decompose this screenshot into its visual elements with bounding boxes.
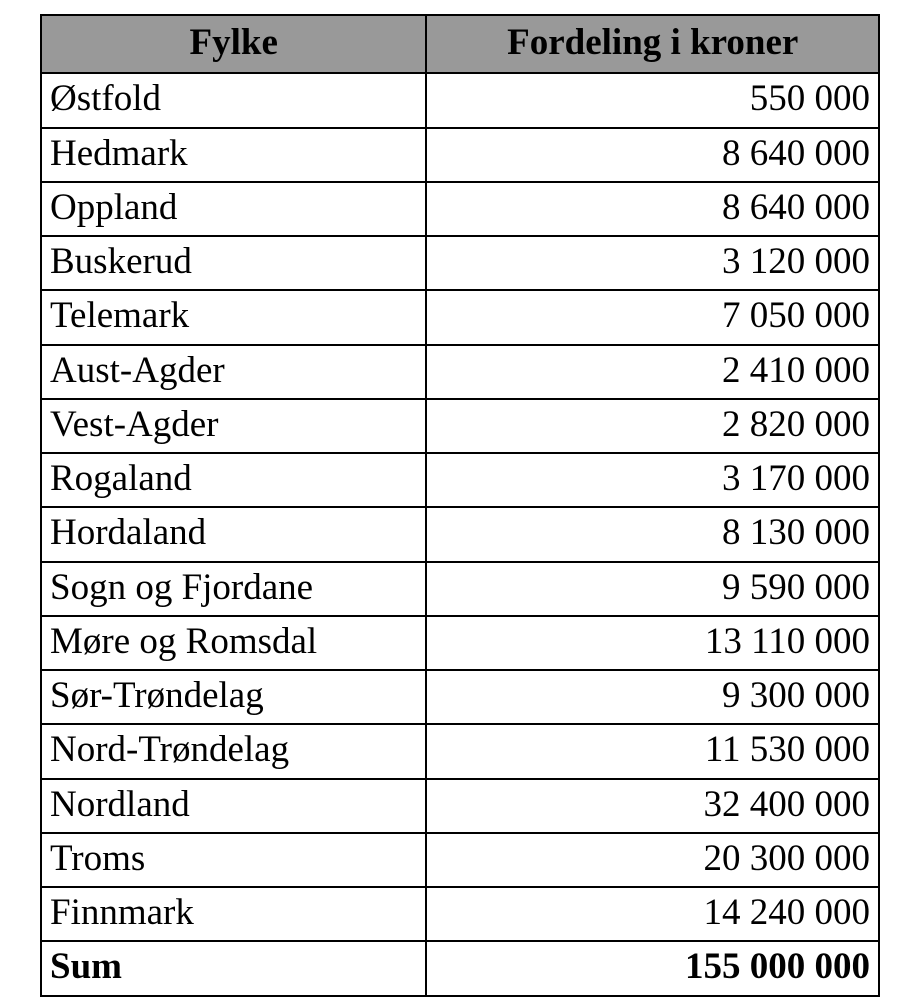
cell-value: 2 820 000 <box>426 399 879 453</box>
cell-name: Møre og Romsdal <box>41 616 426 670</box>
table-header-row: Fylke Fordeling i kroner <box>41 15 879 73</box>
cell-value: 13 110 000 <box>426 616 879 670</box>
table-row: Hordaland 8 130 000 <box>41 507 879 561</box>
cell-value: 8 130 000 <box>426 507 879 561</box>
cell-name: Rogaland <box>41 453 426 507</box>
cell-value: 550 000 <box>426 73 879 127</box>
cell-name: Oppland <box>41 182 426 236</box>
table-row: Troms 20 300 000 <box>41 833 879 887</box>
cell-name: Østfold <box>41 73 426 127</box>
cell-name: Vest-Agder <box>41 399 426 453</box>
cell-value: 3 170 000 <box>426 453 879 507</box>
table-row-sum: Sum 155 000 000 <box>41 941 879 995</box>
col-header-fylke: Fylke <box>41 15 426 73</box>
cell-name: Hedmark <box>41 128 426 182</box>
table-row: Sør-Trøndelag 9 300 000 <box>41 670 879 724</box>
cell-name: Telemark <box>41 290 426 344</box>
cell-name: Aust-Agder <box>41 345 426 399</box>
cell-value: 20 300 000 <box>426 833 879 887</box>
cell-value: 3 120 000 <box>426 236 879 290</box>
cell-name: Sør-Trøndelag <box>41 670 426 724</box>
cell-value: 2 410 000 <box>426 345 879 399</box>
table-row: Østfold 550 000 <box>41 73 879 127</box>
cell-value: 32 400 000 <box>426 779 879 833</box>
sum-label: Sum <box>41 941 426 995</box>
table-row: Rogaland 3 170 000 <box>41 453 879 507</box>
cell-value: 8 640 000 <box>426 128 879 182</box>
table-row: Nord-Trøndelag 11 530 000 <box>41 724 879 778</box>
table-row: Finnmark 14 240 000 <box>41 887 879 941</box>
table-row: Buskerud 3 120 000 <box>41 236 879 290</box>
cell-value: 14 240 000 <box>426 887 879 941</box>
table-row: Telemark 7 050 000 <box>41 290 879 344</box>
cell-name: Hordaland <box>41 507 426 561</box>
table-row: Oppland 8 640 000 <box>41 182 879 236</box>
cell-name: Buskerud <box>41 236 426 290</box>
cell-value: 9 590 000 <box>426 562 879 616</box>
table-row: Vest-Agder 2 820 000 <box>41 399 879 453</box>
allocation-table: Fylke Fordeling i kroner Østfold 550 000… <box>40 14 880 997</box>
cell-name: Sogn og Fjordane <box>41 562 426 616</box>
cell-value: 11 530 000 <box>426 724 879 778</box>
cell-value: 8 640 000 <box>426 182 879 236</box>
table-row: Nordland 32 400 000 <box>41 779 879 833</box>
cell-name: Finnmark <box>41 887 426 941</box>
cell-name: Troms <box>41 833 426 887</box>
cell-name: Nordland <box>41 779 426 833</box>
table-row: Møre og Romsdal 13 110 000 <box>41 616 879 670</box>
cell-value: 7 050 000 <box>426 290 879 344</box>
cell-name: Nord-Trøndelag <box>41 724 426 778</box>
cell-value: 9 300 000 <box>426 670 879 724</box>
sum-value: 155 000 000 <box>426 941 879 995</box>
table-row: Aust-Agder 2 410 000 <box>41 345 879 399</box>
table-row: Hedmark 8 640 000 <box>41 128 879 182</box>
table-row: Sogn og Fjordane 9 590 000 <box>41 562 879 616</box>
col-header-fordeling: Fordeling i kroner <box>426 15 879 73</box>
